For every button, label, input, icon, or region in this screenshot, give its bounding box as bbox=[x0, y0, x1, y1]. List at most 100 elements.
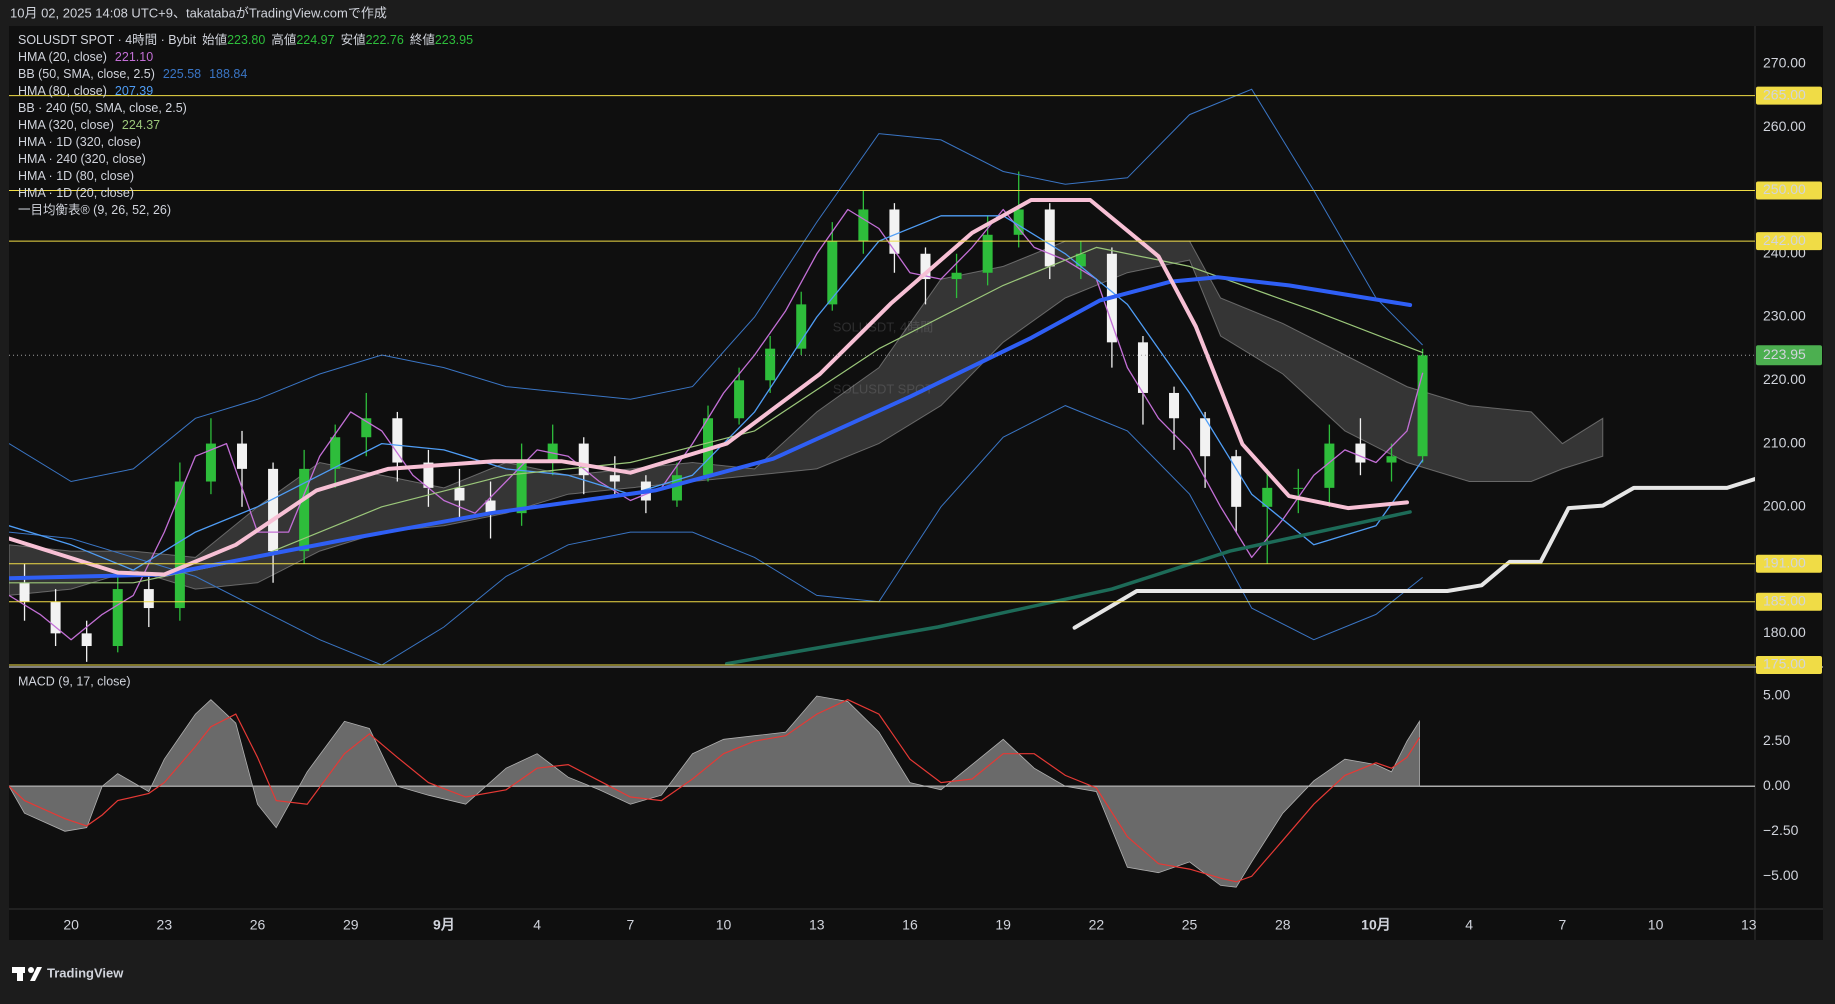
legend-row: BB · 240 (50, SMA, close, 2.5) bbox=[18, 101, 187, 115]
y-tick-label: 210.00 bbox=[1763, 434, 1806, 450]
macd-pane bbox=[9, 695, 1755, 888]
legend-name: HMA (20, close) bbox=[18, 50, 107, 64]
candle-body bbox=[392, 418, 403, 463]
candle-body bbox=[982, 234, 993, 273]
level-label: 250.00 bbox=[1763, 181, 1806, 197]
x-tick-label: 13 bbox=[1741, 917, 1757, 933]
x-tick-label: 25 bbox=[1182, 917, 1198, 933]
indicator-line bbox=[9, 198, 1409, 577]
x-tick-label: 19 bbox=[995, 917, 1011, 933]
x-tick-label: 4 bbox=[533, 917, 541, 933]
indicator-line bbox=[9, 275, 1413, 581]
ohlc-label: 安値 bbox=[341, 32, 366, 47]
x-tick-label: 4 bbox=[1465, 917, 1473, 933]
legend-row: HMA · 240 (320, close) bbox=[18, 152, 146, 166]
logo-text: TradingView bbox=[47, 965, 124, 980]
last-price-box bbox=[1756, 345, 1822, 366]
level-label-box bbox=[1756, 232, 1822, 251]
header-caption: 10月 02, 2025 14:08 UTC+9、takatabaがTradin… bbox=[10, 5, 387, 20]
bollinger-upper bbox=[9, 88, 1423, 483]
indicator-line bbox=[9, 208, 1424, 641]
candle-body bbox=[50, 601, 61, 634]
candle-body bbox=[951, 272, 962, 280]
candle-body bbox=[330, 437, 341, 469]
candle-body bbox=[361, 418, 372, 438]
candle-body bbox=[858, 209, 869, 242]
ohlc-value: 223.95 bbox=[435, 33, 473, 47]
level-label-box bbox=[1756, 656, 1822, 674]
x-tick-label: 20 bbox=[63, 917, 79, 933]
logo bbox=[12, 967, 42, 981]
candle-body bbox=[734, 380, 745, 419]
ohlc-label: 高値 bbox=[271, 32, 296, 47]
candle-body bbox=[268, 468, 279, 552]
legend-name: HMA · 1D (20, close) bbox=[18, 186, 134, 200]
x-tick-label: 16 bbox=[902, 917, 918, 933]
ohlc-value: 223.80 bbox=[227, 33, 265, 47]
candle-body bbox=[765, 348, 776, 381]
y-tick-label: 200.00 bbox=[1763, 498, 1806, 514]
watermark-sub: SOLUSDT SPOT bbox=[833, 381, 933, 396]
level-label: 242.00 bbox=[1763, 232, 1806, 248]
level-label: 265.00 bbox=[1763, 86, 1806, 102]
macd-y-tick-label: −5.00 bbox=[1763, 867, 1799, 883]
legend-name: HMA · 1D (80, close) bbox=[18, 169, 134, 183]
indicator-line bbox=[724, 510, 1412, 665]
level-label-box bbox=[1756, 554, 1822, 573]
candle-body bbox=[1386, 456, 1397, 463]
candle-body bbox=[237, 443, 248, 469]
chart-area bbox=[9, 26, 1823, 940]
price-pane bbox=[9, 88, 1755, 665]
legend-row: HMA (20, close) 221.10 bbox=[18, 50, 153, 64]
legend-value: 188.84 bbox=[209, 67, 247, 81]
candle-body bbox=[143, 589, 154, 609]
level-label-box bbox=[1756, 592, 1822, 611]
candle-body bbox=[703, 418, 714, 476]
candle-body bbox=[1293, 487, 1304, 489]
x-tick-label: 26 bbox=[250, 917, 266, 933]
candle-body bbox=[205, 443, 216, 482]
y-tick-label: 270.00 bbox=[1763, 55, 1806, 71]
legend-row: HMA (320, close) 224.37 bbox=[18, 118, 160, 132]
candle-body bbox=[299, 468, 310, 552]
y-tick-label: 180.00 bbox=[1763, 624, 1806, 640]
x-tick-label: 28 bbox=[1275, 917, 1291, 933]
x-tick-label: 10 bbox=[716, 917, 732, 933]
ohlc-value: 222.76 bbox=[366, 33, 404, 47]
candle-body bbox=[889, 209, 900, 254]
overlay: 270.00260.00240.00230.00220.00210.00200.… bbox=[9, 32, 1822, 933]
legend-value: 224.37 bbox=[122, 118, 160, 132]
candle-body bbox=[671, 475, 682, 501]
candle-body bbox=[1355, 443, 1366, 463]
x-tick-label: 10月 bbox=[1361, 917, 1391, 933]
x-tick-label: 23 bbox=[157, 917, 173, 933]
macd-y-tick-label: 2.50 bbox=[1763, 732, 1790, 748]
legend-name: HMA · 240 (320, close) bbox=[18, 152, 146, 166]
x-tick-label: 13 bbox=[809, 917, 825, 933]
logo-dot bbox=[28, 967, 34, 973]
level-label-box bbox=[1756, 181, 1822, 200]
candle-body bbox=[81, 633, 92, 647]
legend-value: 221.10 bbox=[115, 50, 153, 64]
candle-body bbox=[454, 487, 465, 501]
x-tick-label: 9月 bbox=[433, 917, 455, 933]
ohlc-value: 224.97 bbox=[296, 33, 334, 47]
candle-body bbox=[1417, 355, 1428, 457]
macd-signal bbox=[9, 699, 1421, 883]
level-label: 185.00 bbox=[1763, 592, 1806, 608]
candle-body bbox=[1200, 418, 1211, 457]
legend-symbol: SOLUSDT SPOT · 4時間 · Bybit bbox=[18, 33, 197, 47]
legend-name: HMA · 1D (320, close) bbox=[18, 135, 141, 149]
y-tick-label: 220.00 bbox=[1763, 371, 1806, 387]
legend-row: HMA (80, close) 207.39 bbox=[18, 84, 153, 98]
legend-value: 225.58 bbox=[163, 67, 201, 81]
legend-row: HMA · 1D (20, close) bbox=[18, 186, 134, 200]
legend-row: SOLUSDT SPOT · 4時間 · Bybit 始値223.80 高値224.… bbox=[18, 32, 473, 47]
legend-name: BB (50, SMA, close, 2.5) bbox=[18, 67, 155, 81]
y-tick-label: 230.00 bbox=[1763, 308, 1806, 324]
macd-title: MACD (9, 17, close) bbox=[18, 674, 131, 688]
legend-name: 一目均衡表® (9, 26, 52, 26) bbox=[18, 203, 171, 217]
candle-body bbox=[1324, 443, 1335, 488]
